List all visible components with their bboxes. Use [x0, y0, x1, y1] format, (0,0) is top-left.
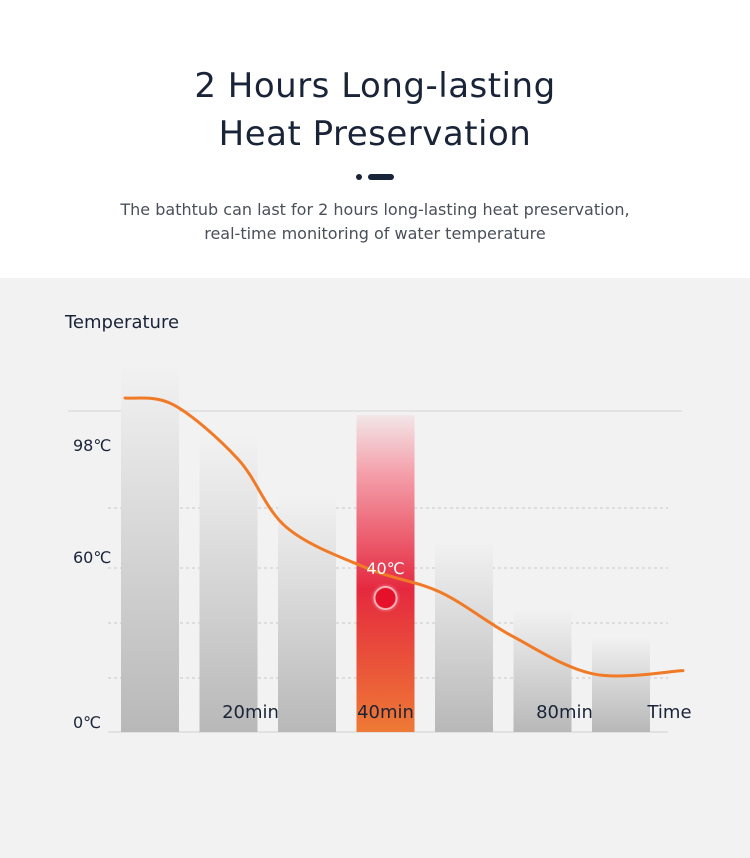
temperature-curve — [123, 396, 685, 678]
divider-bar — [368, 174, 394, 180]
y-axis-label: Temperature — [64, 312, 179, 333]
y-tick-label: 0℃ — [73, 713, 101, 732]
y-tick-label: 60℃ — [73, 548, 111, 567]
bar — [121, 363, 179, 732]
temperature-marker: 40℃ — [366, 559, 405, 613]
marker-label: 40℃ — [366, 559, 404, 578]
y-tick-labels: 98℃ 60℃ 0℃ — [73, 436, 111, 732]
divider-dot — [356, 174, 362, 180]
chart-area: Temperature 98℃ 60℃ 0℃ 20min 40min 80min Time… — [0, 278, 750, 858]
subtitle-line-2: real-time monitoring of water temperatur… — [204, 224, 546, 243]
temperature-chart: Temperature 98℃ 60℃ 0℃ 20min 40min 80min Time… — [64, 312, 692, 733]
header: 2 Hours Long-lasting Heat Preservation T… — [0, 0, 750, 278]
bar — [513, 609, 572, 732]
x-tick-label: 40min — [357, 702, 414, 723]
bars — [121, 363, 650, 732]
x-tick-labels: 20min 40min 80min Time — [222, 702, 691, 723]
bar — [435, 541, 493, 732]
bar — [278, 493, 336, 732]
x-tick-label: 20min — [222, 702, 279, 723]
marker-dot — [373, 586, 398, 610]
bar — [199, 435, 258, 732]
bar — [592, 636, 650, 732]
title-divider — [356, 174, 396, 180]
subtitle-line-1: The bathtub can last for 2 hours long-la… — [120, 200, 630, 219]
x-tick-label: Time — [646, 702, 691, 723]
page-title-line-1: 2 Hours Long-lasting — [194, 66, 556, 106]
x-tick-label: 80min — [536, 702, 593, 723]
y-tick-label: 98℃ — [73, 436, 111, 455]
page-title-line-2: Heat Preservation — [218, 114, 532, 154]
